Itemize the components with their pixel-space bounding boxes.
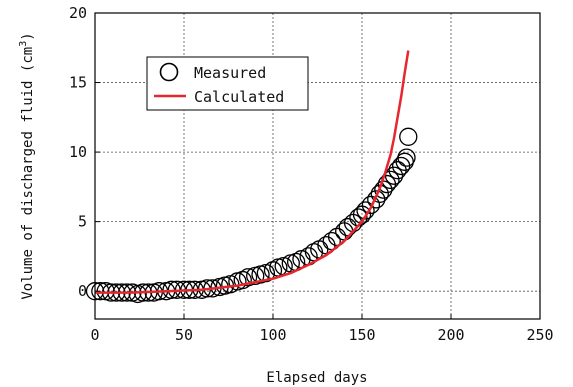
measured-point <box>233 270 252 290</box>
y-tick-label: 20 <box>69 4 87 22</box>
gridlines <box>95 13 540 319</box>
svg-text:Volume of discharged fluid (cm: Volume of discharged fluid (cm3) <box>18 32 36 299</box>
x-tick-label: 150 <box>348 326 375 344</box>
legend-marker-measured <box>159 62 179 82</box>
measured-point <box>367 190 386 209</box>
plot-frame <box>94 12 541 320</box>
y-tick-label: 15 <box>69 74 87 92</box>
x-tick-label: 200 <box>437 326 464 344</box>
y-tick-label: 0 <box>78 282 87 300</box>
legend-label-calculated: Calculated <box>194 88 284 106</box>
measured-point <box>361 195 381 215</box>
measured-point <box>238 268 258 287</box>
x-tick-label: 250 <box>526 326 553 344</box>
measured-point <box>384 166 404 185</box>
y-axis-title-superscript: 3 <box>18 41 29 47</box>
measured-point <box>356 201 375 220</box>
y-tick-label: 5 <box>78 213 87 231</box>
series-layer <box>85 50 418 304</box>
legend-label-measured: Measured <box>194 64 266 82</box>
axis-ticks: 0 50 100 150 200 250 0 5 10 15 20 <box>69 4 554 344</box>
measured-point <box>399 127 418 146</box>
y-axis-title-text: Volume of discharged fluid (cm <box>20 47 36 300</box>
x-tick-label: 50 <box>175 326 193 344</box>
y-axis-title-close: ) <box>20 32 36 40</box>
measured-point <box>91 282 110 301</box>
x-tick-label: 100 <box>259 326 286 344</box>
x-axis-title: Elapsed days <box>266 370 367 386</box>
calculated-line <box>95 50 410 294</box>
measured-point <box>397 148 416 167</box>
y-axis-title: Volume of discharged fluid (cm3) <box>18 32 36 299</box>
y-tick-label: 10 <box>69 143 87 161</box>
x-tick-label: 0 <box>90 326 99 344</box>
legend: Measured Calculated <box>146 56 309 111</box>
